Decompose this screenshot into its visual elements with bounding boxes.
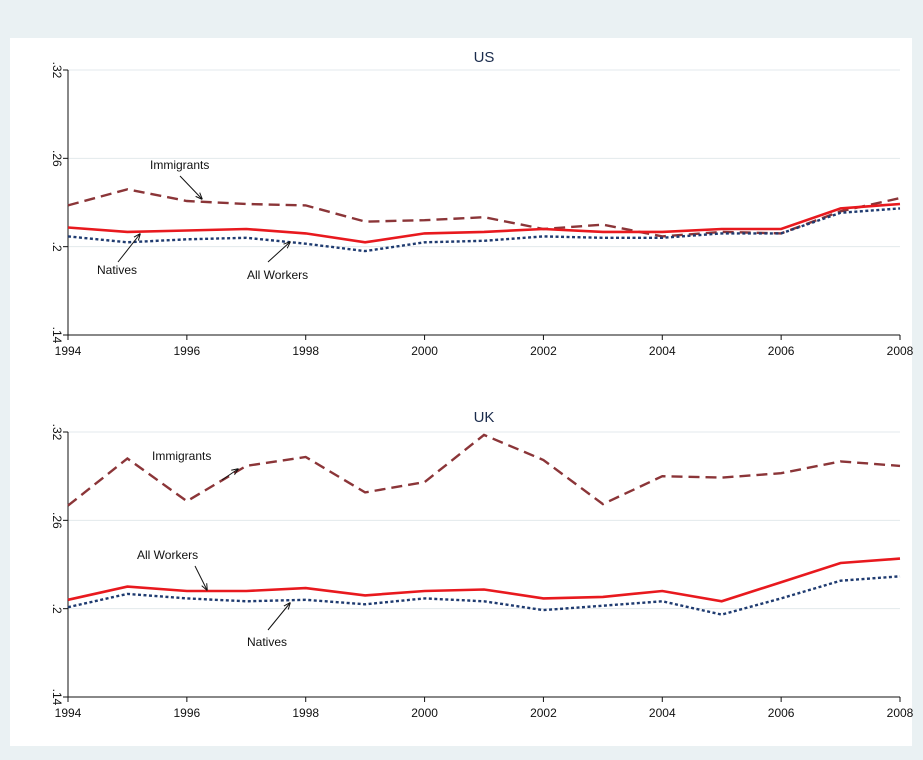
- series-line: [67, 433, 901, 507]
- x-tick-label: 2004: [649, 344, 676, 358]
- x-tick-label: 2000: [411, 706, 438, 720]
- x-tick-label: 2000: [411, 344, 438, 358]
- series-line: [67, 575, 901, 616]
- x-tick-label: 1998: [292, 344, 319, 358]
- x-tick-label: 2004: [649, 706, 676, 720]
- y-tick-label: .2: [50, 604, 64, 614]
- annotation-arrow: [267, 242, 290, 263]
- x-tick-label: 2008: [887, 344, 914, 358]
- x-tick-label: 2002: [530, 706, 557, 720]
- x-tick-label: 1994: [55, 706, 82, 720]
- y-tick-label: .32: [50, 424, 64, 441]
- series-line: [67, 202, 901, 244]
- annotation-arrow: [117, 234, 140, 263]
- series-line: [67, 207, 901, 253]
- y-tick-label: .32: [50, 62, 64, 79]
- x-tick-label: 1994: [55, 344, 82, 358]
- annotation: Natives: [247, 635, 287, 649]
- x-tick-label: 1996: [174, 706, 201, 720]
- x-tick-label: 1996: [174, 344, 201, 358]
- y-tick-label: .2: [50, 242, 64, 252]
- annotation: Immigrants: [152, 449, 211, 463]
- annotation: Natives: [97, 263, 137, 277]
- x-tick-label: 2006: [768, 706, 795, 720]
- chart-title: US: [474, 49, 495, 66]
- y-tick-label: .26: [50, 512, 64, 529]
- annotation-arrow: [221, 469, 238, 481]
- x-tick-label: 2008: [887, 706, 914, 720]
- annotation-arrow: [179, 175, 202, 199]
- annotation: Immigrants: [150, 158, 209, 172]
- annotation-arrow: [267, 603, 290, 631]
- y-tick-label: .14: [50, 327, 64, 344]
- annotation-arrow: [194, 565, 207, 590]
- y-tick-label: .14: [50, 689, 64, 706]
- x-tick-label: 1998: [292, 706, 319, 720]
- y-tick-label: .26: [50, 150, 64, 167]
- plot-region: [10, 38, 912, 746]
- x-tick-label: 2006: [768, 344, 795, 358]
- chart-title: UK: [474, 409, 495, 426]
- x-tick-label: 2002: [530, 344, 557, 358]
- annotation: All Workers: [247, 268, 308, 282]
- annotation: All Workers: [137, 548, 198, 562]
